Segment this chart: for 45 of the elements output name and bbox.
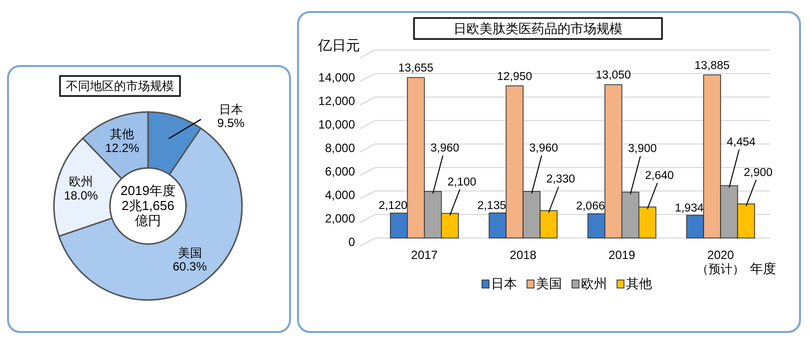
data-label: 2,330 xyxy=(546,174,576,186)
data-label: 3,960 xyxy=(529,142,558,154)
data-label: 2,066 xyxy=(576,200,605,213)
data-label: 13,885 xyxy=(694,60,730,72)
data-label: 3,900 xyxy=(628,143,657,156)
data-label: 9.5% xyxy=(217,116,245,130)
data-label: 12.2% xyxy=(105,140,140,155)
y-tick-label: 0 xyxy=(348,235,356,249)
data-label: 2,120 xyxy=(378,200,408,212)
y-tick-label: 2,000 xyxy=(324,212,356,226)
data-label: 13,655 xyxy=(398,62,434,75)
data-label: 2,640 xyxy=(644,170,674,182)
x-axis-title: 年度 xyxy=(750,261,776,276)
legend-label: 日本 xyxy=(491,276,517,291)
data-label: 60.3% xyxy=(172,260,208,274)
chart-title: 日欧美肽类医药品的市场规模 xyxy=(454,21,622,36)
y-tick-label: 8,000 xyxy=(324,141,356,155)
data-label: 4,454 xyxy=(726,136,756,149)
data-label: 1,934 xyxy=(674,202,704,214)
y-axis-title: 亿日元 xyxy=(317,37,360,53)
chart-title: 不同地区的市场规模 xyxy=(66,79,174,93)
data-label: 2,900 xyxy=(744,166,773,179)
slice-label: 其他 xyxy=(110,127,134,142)
slice-label: 欧州 xyxy=(68,174,93,189)
x-tick-label: 2020 （预计） xyxy=(696,248,745,276)
data-label: 2,100 xyxy=(447,176,476,188)
y-tick-label: 12,000 xyxy=(318,94,356,108)
slice-label: 日本 xyxy=(218,102,243,116)
data-label: 18.0% xyxy=(64,188,98,202)
legend-label: 美国 xyxy=(536,276,562,291)
x-tick-label: 2018 xyxy=(510,248,537,262)
slice-label: 美国 xyxy=(178,246,202,260)
data-label: 3,960 xyxy=(430,142,460,154)
x-tick-label: 2019 xyxy=(608,248,636,262)
y-tick-label: 6,000 xyxy=(324,164,356,178)
legend-label: 欧州 xyxy=(581,276,607,291)
y-tick-label: 14,000 xyxy=(318,70,356,84)
text: 2019年度 2兆1,656 億円 xyxy=(120,183,176,228)
data-label: 2,135 xyxy=(477,200,506,212)
data-label: 12,950 xyxy=(497,70,532,83)
y-tick-label: 4,000 xyxy=(324,188,356,202)
y-tick-label: 10,000 xyxy=(318,118,356,132)
x-tick-label: 2017 xyxy=(411,248,438,262)
legend-label: 其他 xyxy=(626,276,652,291)
data-label: 13,050 xyxy=(596,70,631,82)
